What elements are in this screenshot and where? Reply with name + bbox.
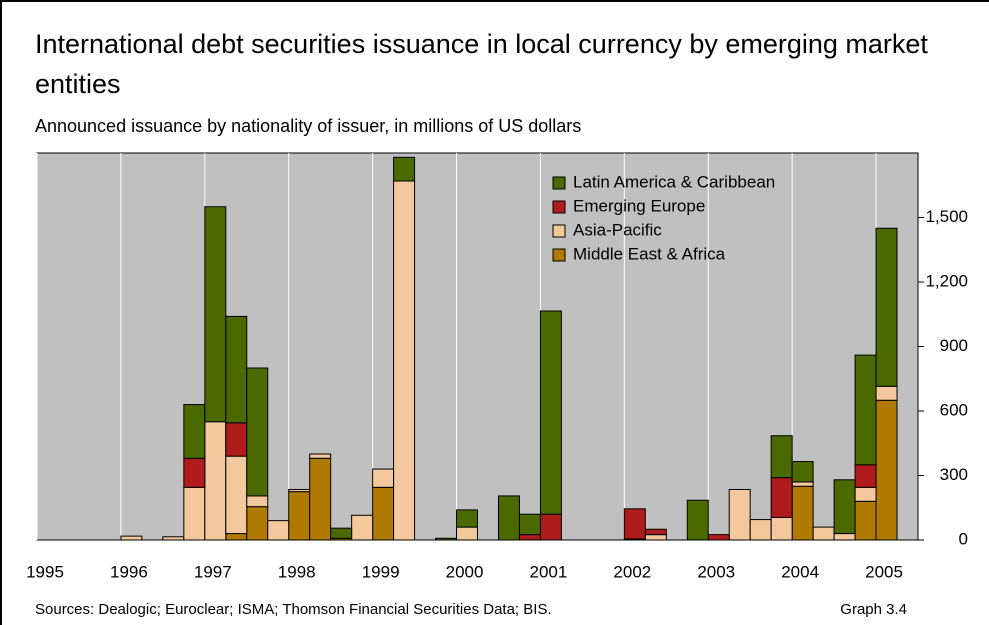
bar-segment [686, 499, 709, 541]
bar-segment [728, 488, 751, 541]
bar-segment [288, 491, 311, 541]
bar-segment [644, 528, 667, 536]
y-tick-label: 900 [940, 336, 968, 355]
bar-segment [812, 526, 835, 541]
bar-segment [833, 479, 856, 535]
bar-segment [309, 457, 332, 541]
bar-segment [791, 481, 814, 487]
bar-segment [183, 486, 206, 541]
bar-segment [854, 500, 877, 541]
chart-title: International debt securities issuance i… [35, 29, 928, 99]
legend-swatch [552, 248, 566, 262]
bar-segment [770, 477, 793, 518]
y-tick-label: 1,200 [925, 271, 968, 290]
y-tick-label: 1,500 [925, 207, 968, 226]
y-tick-label: 0 [959, 529, 968, 548]
legend-swatch [552, 176, 566, 190]
bar-segment [225, 533, 248, 541]
bar-segment [162, 536, 185, 541]
bar-segment [267, 520, 290, 541]
bar-segment [246, 495, 269, 508]
bar-segment [330, 527, 353, 539]
bar-segment [435, 537, 458, 541]
source: Sources: Dealogic; Euroclear; ISMA; Thom… [35, 601, 552, 618]
bar-segment [246, 367, 269, 497]
x-tick-label: 2003 [697, 562, 735, 581]
legend-label: Latin America & Caribbean [573, 172, 775, 191]
x-tick-label: 2004 [781, 562, 819, 581]
y-tick-label: 300 [940, 465, 968, 484]
x-tick-label: 1997 [194, 562, 232, 581]
legend-label: Middle East & Africa [573, 244, 726, 263]
graph-label: Graph 3.4 [840, 601, 907, 618]
bar-segment [225, 422, 248, 457]
bar-segment [518, 513, 541, 536]
bar-segment [120, 535, 143, 541]
bar-segment [833, 533, 856, 541]
bar-segment [372, 468, 395, 488]
legend-label: Emerging Europe [573, 196, 705, 215]
bar-segment [225, 315, 248, 424]
bar-segment [351, 514, 374, 541]
bar-segment [623, 508, 646, 540]
x-tick-label: 2001 [530, 562, 568, 581]
bar-segment [183, 404, 206, 459]
y-tick-label: 600 [940, 400, 968, 419]
x-tick-label: 1996 [110, 562, 148, 581]
bar-segment [497, 495, 520, 541]
bar-segment [854, 354, 877, 466]
bar-segment [288, 488, 311, 493]
bar-segment [854, 464, 877, 488]
bar-segment [791, 485, 814, 541]
bar-segment [875, 385, 898, 401]
bar-segment [204, 206, 227, 423]
bar-segment [246, 506, 269, 541]
x-tick-label: 2000 [446, 562, 484, 581]
bar-segment [749, 519, 772, 541]
bar-segment [875, 399, 898, 541]
bar-segment [707, 534, 730, 541]
bar-segment [372, 486, 395, 541]
bar-segment [393, 156, 416, 182]
bar-segment [456, 526, 478, 541]
bar-segment [539, 310, 562, 515]
legend-swatch [552, 200, 566, 214]
x-tick-label: 2005 [865, 562, 903, 581]
legend-swatch [552, 224, 566, 238]
bar-segment [225, 455, 248, 535]
x-tick-label: 1998 [278, 562, 316, 581]
bar-segment [854, 486, 877, 502]
bar-segment [770, 516, 793, 541]
x-tick-label: 1995 [26, 562, 64, 581]
bar-segment [204, 421, 227, 541]
bar-segment [456, 509, 478, 528]
bar-segment [770, 435, 793, 479]
bar-segment [875, 227, 898, 387]
x-tick-label: 1999 [362, 562, 400, 581]
bar-segment [183, 457, 206, 488]
subtitle: Announced issuance by nationality of iss… [35, 116, 581, 136]
bar-segment [644, 534, 667, 541]
bar-segment [791, 461, 814, 483]
bar-segment [309, 453, 332, 459]
bar-segment [393, 180, 416, 541]
x-tick-label: 2002 [613, 562, 651, 581]
bar-segment [518, 534, 541, 541]
bar-segment [539, 513, 562, 541]
legend-label: Asia-Pacific [573, 220, 662, 239]
